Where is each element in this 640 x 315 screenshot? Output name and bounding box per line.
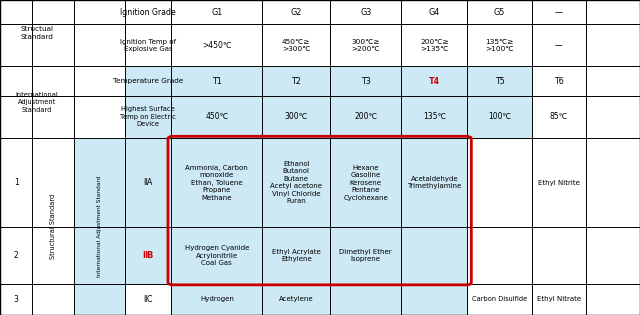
Bar xyxy=(125,138,171,227)
Text: Dimethyl Ether
Isoprene: Dimethyl Ether Isoprene xyxy=(339,249,392,262)
Bar xyxy=(330,96,401,138)
Text: 200℃: 200℃ xyxy=(354,112,377,122)
Text: Ammonia, Carbon
monoxide
Ethan, Toluene
Propane
Methane: Ammonia, Carbon monoxide Ethan, Toluene … xyxy=(186,164,248,201)
Text: International Adjustment Standard: International Adjustment Standard xyxy=(97,176,102,277)
Bar xyxy=(401,96,467,138)
Bar xyxy=(401,66,467,96)
Text: Ethanol
Butanol
Butane
Acetyl acetone
Vinyl Chloride
Furan: Ethanol Butanol Butane Acetyl acetone Vi… xyxy=(270,161,323,204)
Text: ⅡB: ⅡB xyxy=(143,251,154,260)
Text: G2: G2 xyxy=(291,8,302,17)
Bar xyxy=(171,138,262,227)
Text: Highest Surface
Temp on Electric
Device: Highest Surface Temp on Electric Device xyxy=(120,106,176,128)
Text: 450℃: 450℃ xyxy=(205,112,228,122)
Text: 200℃≥
>135℃: 200℃≥ >135℃ xyxy=(420,38,449,52)
Bar xyxy=(171,66,262,96)
Bar xyxy=(330,66,401,96)
Text: 85℃: 85℃ xyxy=(550,112,568,122)
Text: 300℃: 300℃ xyxy=(285,112,308,122)
Bar xyxy=(125,96,171,138)
Text: Acetylene: Acetylene xyxy=(279,296,314,302)
Bar xyxy=(262,96,330,138)
Bar xyxy=(171,284,262,315)
Text: G3: G3 xyxy=(360,8,371,17)
Text: T6: T6 xyxy=(554,77,564,86)
Bar xyxy=(74,138,125,315)
Bar xyxy=(330,227,401,284)
Text: 3: 3 xyxy=(14,295,19,304)
Bar xyxy=(171,96,262,138)
Text: Ethyl Acrylate
Ethylene: Ethyl Acrylate Ethylene xyxy=(272,249,321,262)
Bar xyxy=(330,284,401,315)
Text: International
Adjustment
Standard: International Adjustment Standard xyxy=(16,92,59,112)
Text: T4: T4 xyxy=(429,77,440,86)
Text: Ethyl Nitrite: Ethyl Nitrite xyxy=(538,180,580,186)
Bar xyxy=(171,227,262,284)
Text: Structual
Standard: Structual Standard xyxy=(20,26,54,40)
Bar xyxy=(262,66,330,96)
Text: —: — xyxy=(555,8,563,17)
Text: >450℃: >450℃ xyxy=(202,41,232,50)
Text: T2: T2 xyxy=(291,77,301,86)
Text: ⅡA: ⅡA xyxy=(143,178,153,187)
Bar xyxy=(125,227,171,284)
Text: Temperature Grade: Temperature Grade xyxy=(113,78,183,84)
Text: Ethyl Nitrate: Ethyl Nitrate xyxy=(537,296,581,302)
Text: ⅡC: ⅡC xyxy=(143,295,153,304)
Bar xyxy=(401,138,467,227)
Bar xyxy=(262,227,330,284)
Text: 135℃: 135℃ xyxy=(423,112,446,122)
Text: G1: G1 xyxy=(211,8,223,17)
Text: 2: 2 xyxy=(14,251,19,260)
Text: 300℃≥
>200℃: 300℃≥ >200℃ xyxy=(351,38,380,52)
Text: G4: G4 xyxy=(429,8,440,17)
Text: G5: G5 xyxy=(494,8,506,17)
Text: T1: T1 xyxy=(212,77,221,86)
Text: —: — xyxy=(555,41,563,50)
Text: 450℃≥
>300℃: 450℃≥ >300℃ xyxy=(282,38,310,52)
Text: Hydrogen Cyanide
Acrylonitrile
Coal Gas: Hydrogen Cyanide Acrylonitrile Coal Gas xyxy=(185,245,249,266)
Text: Ignition Grade: Ignition Grade xyxy=(120,8,176,17)
Text: Acetaldehyde
Trimethylamine: Acetaldehyde Trimethylamine xyxy=(407,176,461,189)
Text: Ignition Temp of
Explosive Gas: Ignition Temp of Explosive Gas xyxy=(120,38,176,52)
Bar xyxy=(330,138,401,227)
Text: Carbon Disulfide: Carbon Disulfide xyxy=(472,296,527,302)
Text: T5: T5 xyxy=(495,77,504,86)
Text: T3: T3 xyxy=(361,77,371,86)
Bar xyxy=(262,284,330,315)
Bar xyxy=(467,66,532,96)
Bar xyxy=(401,284,467,315)
Text: Structural Standard: Structural Standard xyxy=(51,194,56,259)
Bar xyxy=(401,227,467,284)
Text: 1: 1 xyxy=(14,178,19,187)
Text: 135℃≥
>100℃: 135℃≥ >100℃ xyxy=(485,38,514,52)
Bar xyxy=(467,96,532,138)
Bar xyxy=(262,138,330,227)
Text: Hexane
Gasoline
Kerosene
Pentane
Cyclohexane: Hexane Gasoline Kerosene Pentane Cyclohe… xyxy=(343,164,388,201)
Text: 100℃: 100℃ xyxy=(488,112,511,122)
Text: Hydrogen: Hydrogen xyxy=(200,296,234,302)
Bar xyxy=(125,66,171,96)
